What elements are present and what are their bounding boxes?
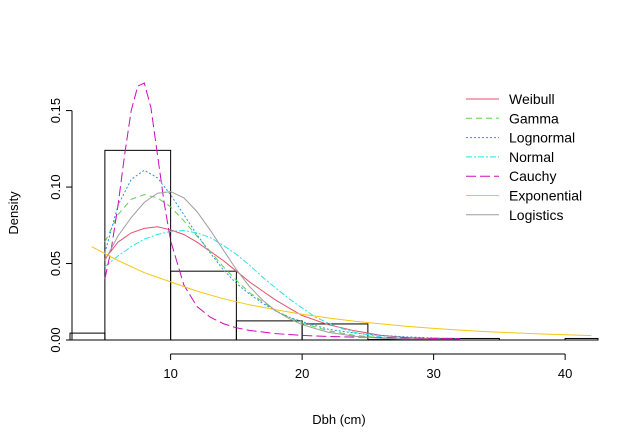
x-axis-label: Dbh (cm)	[312, 412, 365, 427]
y-axis-label: Density	[6, 191, 21, 235]
series-line-exponential	[91, 246, 592, 337]
series-line-normal	[104, 230, 408, 340]
axes	[70, 110, 598, 341]
legend-label: Gamma	[509, 110, 559, 126]
legend-label: Exponential	[509, 188, 582, 204]
histogram-bar	[235, 320, 303, 341]
y-tick-label: 0.15	[48, 98, 63, 123]
y-tick-label: 0.05	[48, 251, 63, 276]
series-line-logistics	[104, 191, 460, 341]
series-line-gamma	[104, 194, 460, 341]
y-tick-label: 0.00	[48, 327, 63, 352]
series-line-weibull	[104, 226, 460, 340]
legend-label: Weibull	[509, 91, 555, 107]
x-ticks: 10 20 30 40	[163, 353, 572, 381]
series-line-lognormal	[104, 169, 460, 340]
x-tick-label: 40	[558, 366, 572, 381]
series-line-cauchy	[104, 82, 460, 339]
x-tick-label: 30	[426, 366, 440, 381]
histogram-bar	[170, 270, 237, 341]
legend-label: Cauchy	[509, 168, 556, 184]
y-ticks: 0.00 0.05 0.10 0.15	[48, 98, 72, 353]
x-tick-label: 20	[295, 366, 309, 381]
legend-label: Normal	[509, 149, 554, 165]
x-tick-label: 10	[163, 366, 177, 381]
density-curves	[91, 82, 592, 341]
legend-label: Lognormal	[509, 130, 575, 146]
y-tick-label: 0.10	[48, 174, 63, 199]
legend-label: Logistics	[509, 207, 563, 223]
legend: Weibull Gamma Lognormal Normal Cauchy Exponen…	[466, 91, 582, 223]
histogram-bar	[69, 332, 106, 341]
